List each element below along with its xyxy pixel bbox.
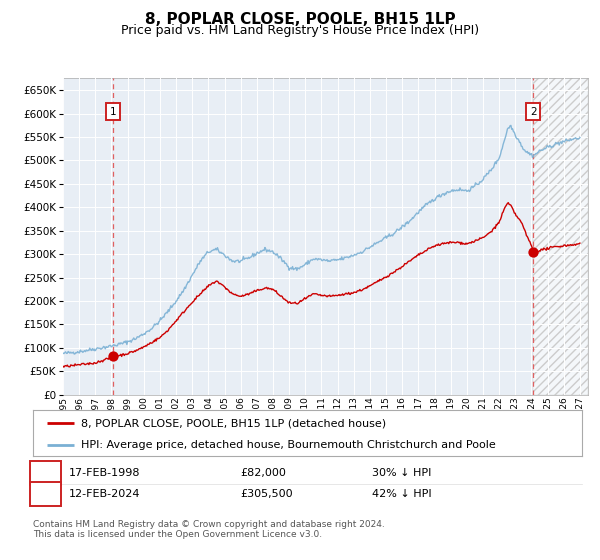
Text: 30% ↓ HPI: 30% ↓ HPI (372, 468, 431, 478)
Text: 8, POPLAR CLOSE, POOLE, BH15 1LP: 8, POPLAR CLOSE, POOLE, BH15 1LP (145, 12, 455, 27)
Bar (533, 78, 588, 395)
Text: 8, POPLAR CLOSE, POOLE, BH15 1LP (detached house): 8, POPLAR CLOSE, POOLE, BH15 1LP (detach… (82, 418, 386, 428)
Text: £82,000: £82,000 (240, 468, 286, 478)
Text: 2: 2 (530, 106, 537, 116)
Text: 1: 1 (42, 468, 49, 478)
Text: HPI: Average price, detached house, Bournemouth Christchurch and Poole: HPI: Average price, detached house, Bour… (82, 440, 496, 450)
Point (109, 352, 118, 361)
Text: £305,500: £305,500 (240, 489, 293, 499)
Text: 1: 1 (110, 106, 117, 116)
Text: Contains HM Land Registry data © Crown copyright and database right 2024.
This d: Contains HM Land Registry data © Crown c… (33, 520, 385, 539)
Text: 17-FEB-1998: 17-FEB-1998 (69, 468, 140, 478)
Bar (533, 78, 588, 395)
Text: 42% ↓ HPI: 42% ↓ HPI (372, 489, 431, 499)
Text: 2: 2 (42, 489, 49, 499)
Text: 12-FEB-2024: 12-FEB-2024 (69, 489, 140, 499)
Text: Price paid vs. HM Land Registry's House Price Index (HPI): Price paid vs. HM Land Registry's House … (121, 24, 479, 37)
Point (529, 247, 538, 256)
